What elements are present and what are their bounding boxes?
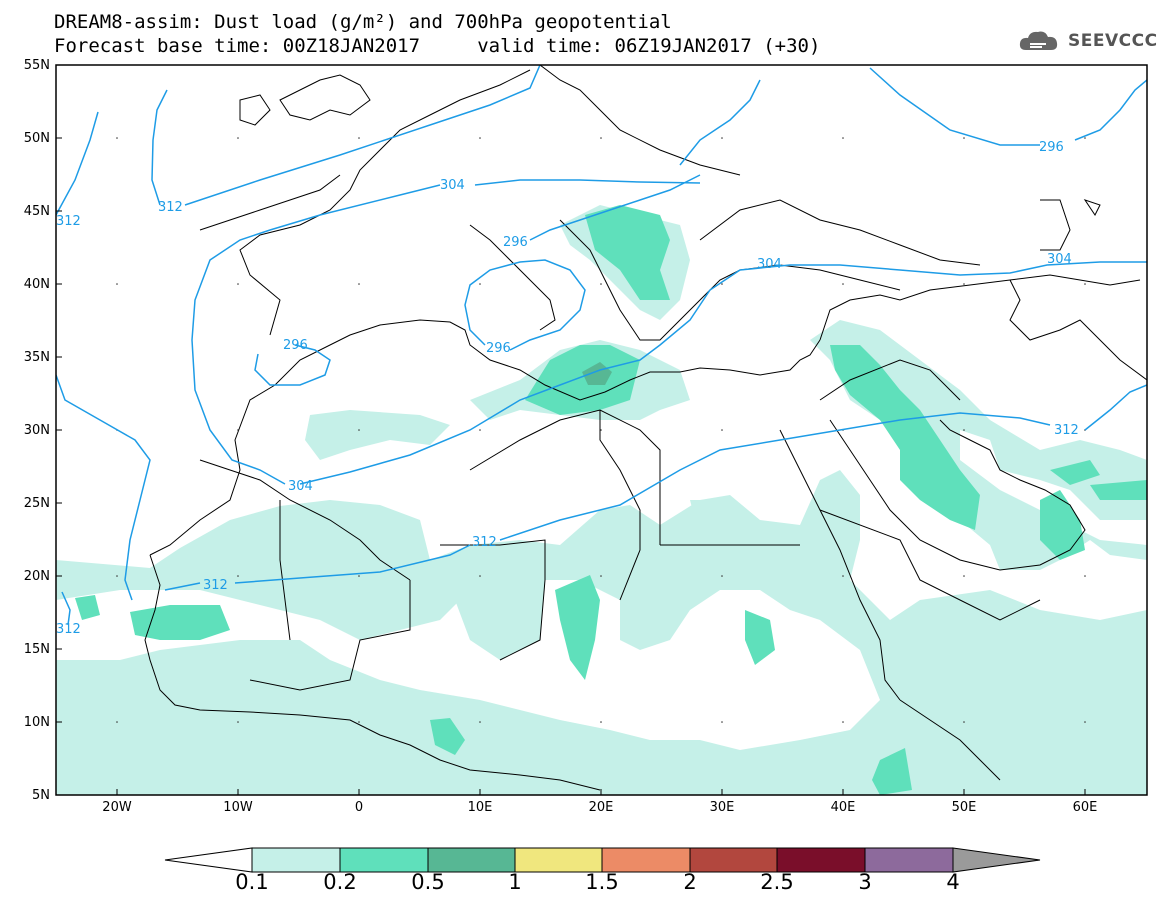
colorbar-swatch [864, 847, 954, 873]
seevccc-logo: SEEVCCC [1018, 28, 1158, 54]
colorbar-swatch [776, 847, 866, 873]
contour-label: 296 [486, 341, 511, 356]
colorbar-label: 1.5 [585, 870, 619, 894]
contour-label: 312 [203, 578, 228, 593]
colorbar-swatch [251, 847, 341, 873]
contour-label: 312 [158, 200, 183, 215]
lon-label: 50E [951, 800, 977, 815]
contour-label: 312 [1054, 423, 1079, 438]
colorbar-swatch [689, 847, 778, 873]
dust-level-0-1 [56, 205, 1147, 795]
contour-labels: 312 304 296 296 296 304 304 296 312 304 … [56, 140, 1079, 637]
colorbar-swatch [514, 847, 603, 873]
lat-label: 20N [23, 569, 50, 584]
lat-label: 30N [23, 423, 50, 438]
contour-label: 312 [56, 622, 81, 637]
lat-label: 15N [23, 642, 50, 657]
lat-label: 55N [23, 58, 50, 73]
contour-label: 304 [440, 178, 465, 193]
lat-label: 50N [23, 131, 50, 146]
lat-label: 10N [23, 715, 50, 730]
lon-label: 30E [709, 800, 735, 815]
contour-label: 304 [757, 257, 782, 272]
colorbar-label: 2 [683, 870, 697, 894]
colorbar-label: 4 [946, 870, 960, 894]
colorbar-label: 1 [508, 870, 522, 894]
dust-level-0-5 [582, 362, 612, 385]
lon-label: 10E [467, 800, 493, 815]
lon-label: 20W [102, 800, 132, 815]
contour-label: 312 [56, 214, 81, 229]
colorbar-swatch [339, 847, 429, 873]
colorbar-label: 0.5 [411, 870, 445, 894]
colorbar-label: 0.1 [235, 870, 269, 894]
colorbar-swatch [601, 847, 691, 873]
contour-label: 296 [1039, 140, 1064, 155]
map-title: DREAM8-assim: Dust load (g/m²) and 700hP… [54, 11, 672, 33]
geopotential-contours [56, 65, 1147, 626]
map-subtitle: Forecast base time: 00Z18JAN2017 valid t… [54, 35, 821, 57]
contour-label: 296 [503, 235, 528, 250]
colorbar-over-triangle [952, 847, 1041, 873]
axis-ticks [56, 64, 1086, 795]
colorbar-label: 3 [858, 870, 872, 894]
lon-label: 10W [223, 800, 253, 815]
lat-label: 45N [23, 204, 50, 219]
lon-label: 60E [1072, 800, 1098, 815]
lon-label: 20E [588, 800, 614, 815]
dust-shading [56, 205, 1147, 795]
colorbar-under-triangle [164, 847, 253, 873]
colorbar [164, 847, 1041, 873]
contour-label: 296 [283, 338, 308, 353]
colorbar-swatch [427, 847, 516, 873]
lat-label: 25N [23, 496, 50, 511]
contour-label: 304 [288, 479, 313, 494]
contour-label: 304 [1047, 252, 1072, 267]
logo-text: SEEVCCC [1068, 31, 1158, 51]
dust-level-0-2 [75, 205, 1147, 795]
colorbar-label: 0.2 [323, 870, 357, 894]
lon-label: 0 [354, 800, 364, 815]
colorbar-label: 2.5 [760, 870, 794, 894]
contour-label: 312 [472, 535, 497, 550]
lat-label: 5N [32, 788, 50, 803]
cloud-icon [1019, 31, 1058, 50]
lon-label: 40E [830, 800, 856, 815]
lat-label: 40N [23, 277, 50, 292]
lat-label: 35N [23, 350, 50, 365]
coastlines [144, 65, 1147, 791]
